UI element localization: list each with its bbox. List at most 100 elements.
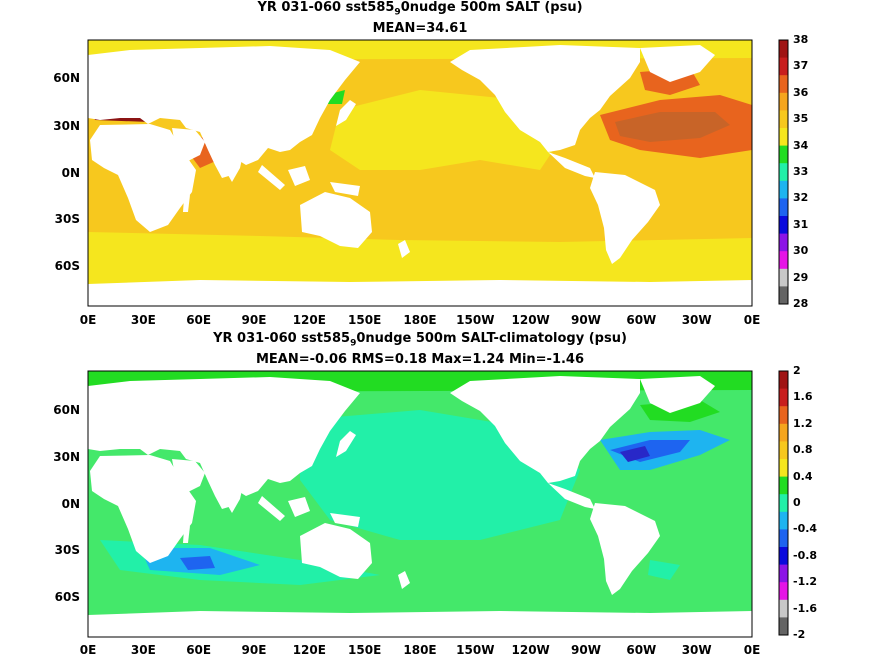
bottom-colorbar-segment [779, 564, 788, 583]
bottom-colorbar-segment [779, 476, 788, 495]
top-colorbar-segment [779, 110, 788, 129]
top-lat-label-60s: 60S [54, 259, 80, 273]
bottom-lat-label-60s: 60S [54, 590, 80, 604]
top-southern-fresh [88, 232, 752, 290]
top-colorbar-segment [779, 40, 788, 59]
top-pacific-fresh [330, 90, 560, 170]
top-colorbar-segment [779, 145, 788, 164]
bottom-colorbar-label: 0.4 [793, 469, 813, 483]
bottom-colorbar-label: 2 [793, 364, 801, 377]
top-atlantic-37 [615, 112, 730, 142]
bottom-colorbar-label: -0.4 [793, 522, 818, 536]
top-map-title-sub: 9 [394, 7, 401, 18]
top-colorbar-segment [779, 92, 788, 111]
top-lon-label: 60W [626, 313, 657, 327]
top-colorbar-label: 30 [793, 244, 809, 258]
top-colorbar-label: 31 [793, 217, 809, 231]
top-lon-label: 60E [186, 313, 212, 327]
bottom-lon-label: 120E [292, 643, 326, 657]
top-colorbar-segment [779, 57, 788, 76]
top-colorbar-segment [779, 233, 788, 252]
top-colorbar-segment [779, 286, 788, 305]
top-colorbar-label: 33 [793, 165, 809, 178]
bottom-colorbar-label: -1.6 [793, 601, 818, 615]
top-salinity-map [88, 40, 752, 306]
bottom-lon-label: 180E [403, 643, 437, 657]
bottom-colorbar-segment [779, 406, 788, 425]
top-lon-label: 0E [743, 313, 761, 327]
bottom-colorbar-segment [779, 599, 788, 618]
top-colorbar-label: 36 [793, 85, 809, 99]
top-colorbar-label: 35 [793, 112, 809, 126]
bottom-indian-neg3 [180, 556, 215, 570]
bottom-colorbar-segment [779, 494, 788, 513]
top-lon-label: 90W [571, 313, 601, 327]
bottom-lon-label: 0E [743, 643, 761, 657]
top-lon-label: 180E [403, 313, 437, 327]
top-colorbar-segment [779, 216, 788, 235]
top-lon-label: 90E [241, 313, 267, 327]
top-map-title-pre: YR 031-060 sst585 [257, 0, 395, 15]
top-map-stats: MEAN=34.61 [372, 21, 468, 36]
top-colorbar-segment [779, 198, 788, 217]
bottom-colorbar-segment [779, 511, 788, 530]
top-colorbar-label: 28 [793, 297, 809, 310]
bottom-map-stats: MEAN=-0.06 RMS=0.18 Max=1.24 Min=-1.46 [255, 352, 585, 367]
bottom-map-title: YR 031-060 sst58590nudge 500m SALT-clima… [0, 331, 840, 349]
top-map-title-post: 0nudge 500m SALT (psu) [400, 0, 583, 15]
top-lat-label-30s: 30S [54, 212, 80, 226]
bottom-colorbar-segment [779, 529, 788, 548]
bottom-lon-label: 30E [130, 643, 156, 657]
top-lon-label: 30E [130, 313, 156, 327]
bottom-map-title-pre: YR 031-060 sst585 [213, 331, 351, 346]
top-lon-label: 120E [292, 313, 326, 327]
bottom-colorbar-label: 0 [793, 496, 801, 509]
top-colorbar-label: 29 [793, 270, 809, 284]
bottom-south-atlantic-neg [648, 560, 680, 580]
top-map-title: YR 031-060 sst58590nudge 500m SALT (psu) [0, 0, 840, 18]
top-colorbar-segment [779, 128, 788, 147]
bottom-map-frame [87, 370, 753, 638]
bottom-lon-label: 150E [348, 643, 382, 657]
top-lon-label: 150E [348, 313, 382, 327]
bottom-lon-label: 90W [571, 643, 601, 657]
bottom-lat-label-30n: 30N [53, 450, 80, 464]
bottom-colorbar-segment [779, 617, 788, 636]
bottom-lon-label: 0E [79, 643, 97, 657]
top-lat-label-0n: 0N [61, 166, 80, 180]
bottom-map-title-post: 0nudge 500m SALT-climatology (psu) [356, 331, 627, 346]
top-colorbar-segment [779, 75, 788, 94]
bottom-colorbar-label: -1.2 [793, 575, 818, 589]
bottom-colorbar [778, 370, 789, 636]
bottom-lon-label: 120W [511, 643, 550, 657]
bottom-atlantic-neg3 [620, 446, 650, 462]
bottom-colorbar-segment [779, 371, 788, 390]
bottom-lat-label-0n: 0N [61, 497, 80, 511]
bottom-colorbar-frame [778, 370, 789, 636]
bottom-lat-label-60n: 60N [53, 403, 80, 417]
bottom-lon-label: 60W [626, 643, 657, 657]
bottom-anomaly-map [88, 371, 752, 637]
bottom-lon-label: 30W [681, 643, 712, 657]
bottom-colorbar-segment [779, 388, 788, 407]
top-colorbar [778, 39, 789, 305]
top-colorbar-segment [779, 268, 788, 287]
top-colorbar-label: 34 [793, 138, 809, 152]
bottom-lon-label: 150W [456, 643, 495, 657]
top-lat-label-60n: 60N [53, 71, 80, 85]
bottom-colorbar-segment [779, 459, 788, 478]
bottom-colorbar-label: 1.2 [793, 416, 813, 430]
bottom-colorbar-label: -0.8 [793, 548, 818, 562]
top-lon-label: 0E [79, 313, 97, 327]
bottom-colorbar-label: 0.8 [793, 443, 813, 457]
bottom-colorbar-segment [779, 423, 788, 442]
top-colorbar-label: 37 [793, 59, 809, 73]
bottom-map-title-sub: 9 [350, 338, 357, 349]
bottom-colorbar-segment [779, 582, 788, 601]
bottom-colorbar-segment [779, 441, 788, 460]
top-map-frame [87, 39, 753, 307]
top-colorbar-frame [778, 39, 789, 305]
bottom-lon-label: 60E [186, 643, 212, 657]
bottom-colorbar-segment [779, 547, 788, 566]
top-colorbar-segment [779, 251, 788, 270]
